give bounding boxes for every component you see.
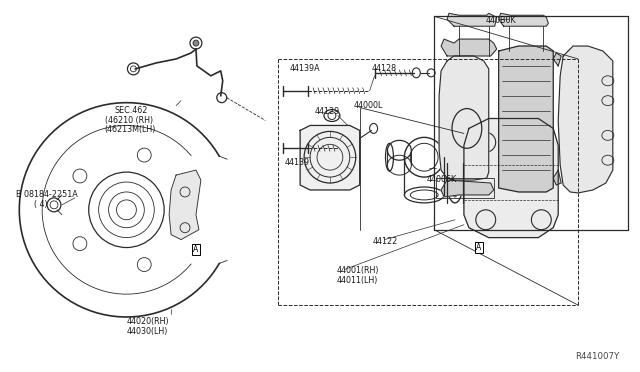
- Bar: [436, 178, 493, 198]
- Text: A: A: [476, 243, 481, 252]
- Text: (46210 (RH): (46210 (RH): [104, 116, 153, 125]
- Polygon shape: [439, 56, 489, 180]
- Polygon shape: [553, 170, 561, 185]
- Polygon shape: [553, 53, 561, 66]
- Polygon shape: [300, 125, 360, 190]
- Text: ( 4): ( 4): [34, 200, 48, 209]
- Text: 44030(LH): 44030(LH): [127, 327, 168, 336]
- Text: 44139: 44139: [284, 158, 309, 167]
- Polygon shape: [499, 13, 548, 26]
- Text: 44006K: 44006K: [426, 175, 456, 184]
- Text: 44129: 44129: [315, 107, 340, 116]
- Text: 44139A: 44139A: [289, 64, 320, 73]
- Polygon shape: [447, 13, 497, 26]
- Text: 44001(RH): 44001(RH): [337, 266, 380, 275]
- Polygon shape: [169, 170, 201, 240]
- Polygon shape: [499, 46, 553, 192]
- Text: B 08184-2251A: B 08184-2251A: [16, 190, 78, 199]
- Text: A: A: [193, 245, 198, 254]
- Text: 440B0K: 440B0K: [486, 16, 516, 25]
- Polygon shape: [441, 180, 493, 197]
- Text: 44011(LH): 44011(LH): [337, 276, 378, 285]
- Text: R441007Y: R441007Y: [575, 352, 620, 361]
- Text: 44122: 44122: [372, 237, 398, 246]
- Text: 44000L: 44000L: [354, 101, 383, 110]
- Text: 44128: 44128: [372, 64, 397, 73]
- Text: (46213M(LH): (46213M(LH): [104, 125, 156, 134]
- Text: 44020(RH): 44020(RH): [127, 317, 169, 326]
- Polygon shape: [464, 119, 558, 238]
- Polygon shape: [441, 39, 497, 56]
- Text: SEC.462: SEC.462: [115, 106, 148, 115]
- Polygon shape: [558, 46, 612, 193]
- Circle shape: [193, 40, 199, 46]
